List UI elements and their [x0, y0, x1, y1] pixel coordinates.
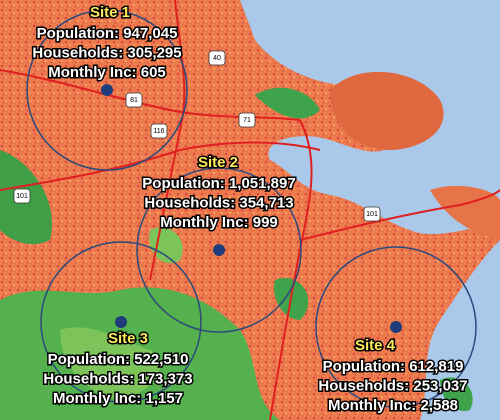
site-name: Site 3: [108, 330, 148, 347]
site-marker[interactable]: [115, 316, 127, 328]
site-households: Households: 305,295: [32, 45, 181, 62]
trade-area-rings: [26, 9, 477, 408]
site-markers: [101, 84, 402, 333]
site-households: Households: 173,373: [43, 371, 192, 388]
site-marker[interactable]: [213, 244, 225, 256]
site-ring: [136, 167, 302, 333]
shield-badge: [125, 92, 143, 108]
shield-badge: [363, 206, 381, 222]
site-population: Population: 1,051,897: [142, 175, 295, 192]
road-shield: 71: [243, 117, 251, 124]
site-marker[interactable]: [101, 84, 113, 96]
road-shield: 101: [16, 193, 28, 200]
road-shield: 116: [153, 128, 164, 135]
site-name: Site 1: [90, 4, 130, 21]
site-income: Monthly Inc: 999: [160, 214, 278, 231]
site-ring: [315, 246, 477, 408]
shield-badge: [13, 188, 31, 204]
site-income: Monthly Inc: 1,157: [53, 390, 183, 407]
site-labels: Site 1 Population: 947,045 Households: 305…: [31, 3, 469, 416]
site-ring: [40, 241, 202, 403]
site-households: Households: 253,037: [318, 378, 467, 395]
site-name: Site 2: [198, 154, 238, 171]
site-households: Households: 354,713: [144, 195, 293, 212]
shield-badge: [150, 123, 168, 139]
road-shield: 101: [366, 211, 378, 218]
shield-badge: [238, 112, 256, 128]
road-shield: 81: [130, 97, 138, 104]
site-population: Population: 522,510: [48, 351, 189, 368]
site-income: Monthly Inc: 605: [48, 64, 166, 81]
site-name: Site 4: [355, 337, 396, 354]
site-income: Monthly Inc: 2,588: [328, 397, 458, 414]
site-population: Population: 612,819: [323, 358, 464, 375]
road-shields: 40 81 116 71 101 101: [13, 50, 381, 222]
site-population: Population: 947,045: [37, 25, 178, 42]
shield-badge: [208, 50, 226, 66]
site-ring: [26, 9, 188, 171]
road-shield: 40: [213, 55, 221, 62]
site-marker[interactable]: [390, 321, 402, 333]
